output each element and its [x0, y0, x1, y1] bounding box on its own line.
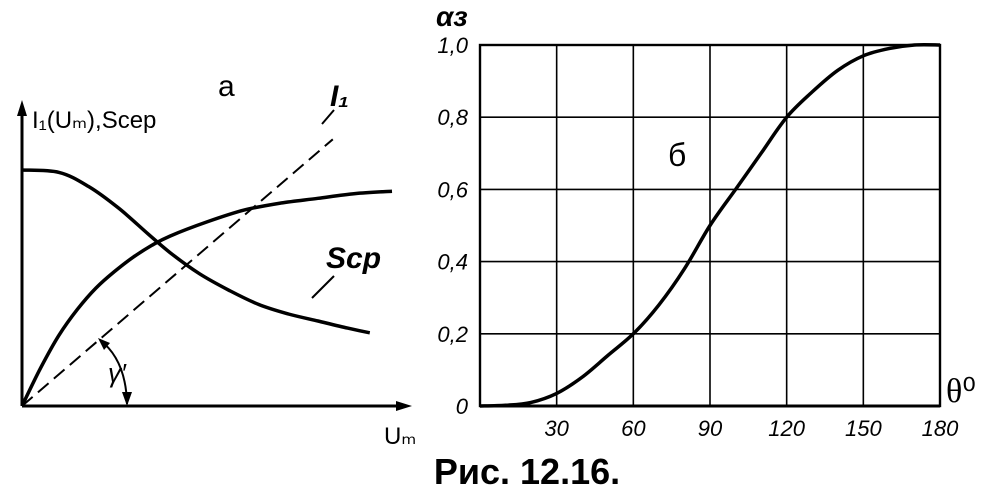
i1-leader: [321, 109, 335, 125]
tangent-line: [21, 138, 334, 407]
panel-b: 30 60 90 120 150 180 0 0,2 0,4 0,6 0,8 1,0 αз θ⁰ б: [436, 1, 976, 441]
b-y-tick-label: 0,4: [437, 250, 468, 275]
angle-arrow-top: [98, 338, 110, 350]
b-x-tick-label: 120: [768, 416, 805, 441]
b-x-tick-label: 90: [698, 416, 723, 441]
b-y-tick-label: 0: [456, 394, 469, 419]
series-line-scp: [21, 168, 371, 335]
b-y-tick-label: 0,2: [437, 322, 468, 347]
a-x-arrow: [396, 401, 412, 411]
b-x-tick-label: 60: [621, 416, 646, 441]
a-y-arrow: [17, 100, 27, 116]
b-y-tick-label: 0,6: [437, 177, 468, 202]
b-x-tick-label: 30: [544, 416, 569, 441]
b-y-tick-label: 0,8: [437, 105, 468, 130]
b-y-tick-label: 1,0: [437, 33, 468, 58]
b-series-line: [479, 42, 941, 408]
angle-label: γ′: [108, 358, 127, 388]
a-panel-label: а: [218, 70, 235, 103]
b-x-tick-label: 180: [922, 416, 959, 441]
series-label-i1: I₁: [330, 80, 349, 113]
b-xlabel: θ⁰: [946, 373, 976, 410]
angle-arrow-bottom: [122, 392, 132, 406]
b-ylabel: αз: [436, 1, 468, 32]
b-x-tick-label: 150: [845, 416, 882, 441]
series-label-scp: Sср: [326, 242, 381, 275]
b-panel-label: б: [668, 137, 686, 173]
figure-caption: Рис. 12.16.: [434, 451, 620, 492]
a-ylabel: I₁(Uₘ),Sсер: [32, 107, 156, 134]
scp-leader: [311, 275, 335, 299]
panel-a: γ′ I₁(Uₘ),Sсер Uₘ а I₁ Sср: [17, 70, 416, 450]
series-line-i1: [20, 189, 393, 407]
a-xlabel: Uₘ: [384, 423, 416, 450]
